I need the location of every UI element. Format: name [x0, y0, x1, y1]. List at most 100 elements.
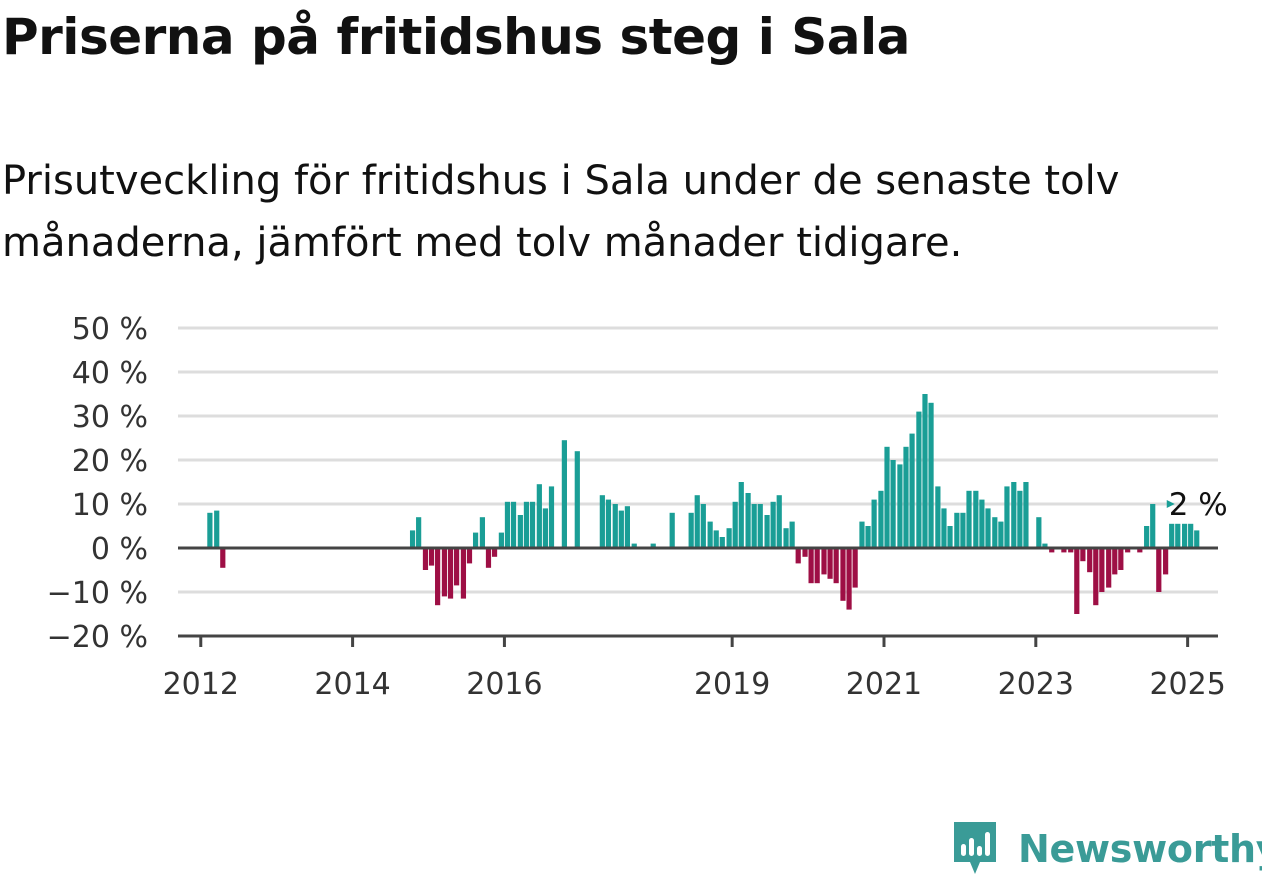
- bar: [542, 508, 549, 548]
- bar: [561, 440, 567, 548]
- bar: [1125, 548, 1131, 553]
- bar: [992, 517, 998, 548]
- bar: [1144, 526, 1150, 548]
- y-tick-label: 20 %: [72, 444, 148, 479]
- bar: [789, 521, 795, 548]
- bar: [220, 548, 226, 568]
- bar: [498, 532, 504, 548]
- bar: [510, 501, 517, 548]
- bar: [726, 528, 732, 548]
- newsworthy-logo-icon: [954, 822, 996, 874]
- bar: [852, 548, 858, 588]
- y-tick-label: −20 %: [47, 620, 148, 655]
- bar: [1169, 523, 1175, 548]
- bar: [1194, 530, 1200, 548]
- y-tick-label: 50 %: [72, 312, 148, 347]
- bar: [605, 499, 612, 548]
- bar: [947, 526, 953, 548]
- bar: [435, 548, 441, 606]
- bar: [814, 548, 820, 584]
- bar: [517, 515, 523, 548]
- bar: [846, 548, 852, 610]
- bar: [833, 548, 839, 584]
- bar: [1023, 482, 1029, 548]
- bar: [865, 526, 871, 548]
- bar: [618, 510, 624, 548]
- bar: [631, 543, 637, 548]
- bar: [928, 402, 934, 548]
- bar: [859, 521, 865, 548]
- bar: [916, 411, 922, 548]
- bar: [941, 508, 947, 548]
- x-tick-label: 2012: [163, 667, 239, 702]
- bar: [612, 504, 618, 548]
- bar: [757, 504, 763, 548]
- x-tick-label: 2025: [1149, 667, 1225, 702]
- bar: [732, 501, 738, 548]
- bar: [713, 530, 719, 548]
- x-tick-label: 2016: [466, 667, 542, 702]
- y-axis-labels: 50 % 40 % 30 % 20 % 10 % 0 % −10 % −20 %: [47, 312, 148, 655]
- bar: [1175, 523, 1181, 548]
- bar: [409, 530, 416, 548]
- x-tick-label: 2019: [694, 667, 770, 702]
- bar: [802, 548, 808, 557]
- bar: [207, 512, 213, 548]
- bar: [985, 508, 991, 548]
- bar: [1087, 548, 1093, 573]
- bar: [1049, 548, 1055, 553]
- bar: [1156, 548, 1162, 592]
- bar: [751, 504, 757, 548]
- bar: [890, 460, 896, 548]
- bar: [878, 490, 884, 548]
- last-value-marker: [1166, 500, 1175, 508]
- bar: [491, 548, 498, 557]
- bar: [922, 394, 928, 548]
- bar: [1163, 548, 1169, 575]
- bar: [840, 548, 846, 601]
- bar: [1099, 548, 1105, 592]
- bar: [979, 499, 985, 548]
- bar: [688, 512, 694, 548]
- bar: [700, 504, 706, 548]
- bar: [770, 501, 776, 548]
- bar: [529, 501, 536, 548]
- bar: [1036, 517, 1042, 548]
- bar: [966, 490, 972, 548]
- bar: [884, 446, 890, 548]
- bar: [1042, 543, 1048, 548]
- bar: [821, 548, 827, 575]
- bar: [707, 521, 713, 548]
- bar: [599, 495, 605, 548]
- bar: [214, 510, 220, 548]
- bar: [973, 490, 979, 548]
- bar: [1093, 548, 1099, 606]
- bar: [795, 548, 801, 564]
- bar: [1137, 548, 1143, 553]
- x-tick-label: 2023: [998, 667, 1074, 702]
- bar: [454, 548, 460, 586]
- bar: [1080, 548, 1086, 562]
- bar: [764, 515, 770, 548]
- y-tick-label: 0 %: [91, 532, 148, 567]
- bar: [909, 433, 915, 548]
- bar: [954, 512, 960, 548]
- y-tick-label: −10 %: [47, 576, 148, 611]
- bar: [1068, 548, 1074, 553]
- brand-logo: Newsworthy: [950, 818, 1262, 880]
- bar: [827, 548, 833, 579]
- y-tick-label: 10 %: [72, 488, 148, 523]
- bar: [574, 451, 580, 548]
- bar: [669, 512, 675, 548]
- bar: [447, 548, 454, 599]
- bar: [428, 548, 435, 566]
- bar: [998, 521, 1004, 548]
- annotation-layer: 2 %: [1166, 487, 1228, 523]
- bar: [624, 506, 630, 548]
- bar: [1011, 482, 1017, 548]
- bar: [935, 486, 941, 548]
- bar: [776, 495, 782, 548]
- y-tick-label: 30 %: [72, 400, 148, 435]
- bar: [479, 517, 486, 548]
